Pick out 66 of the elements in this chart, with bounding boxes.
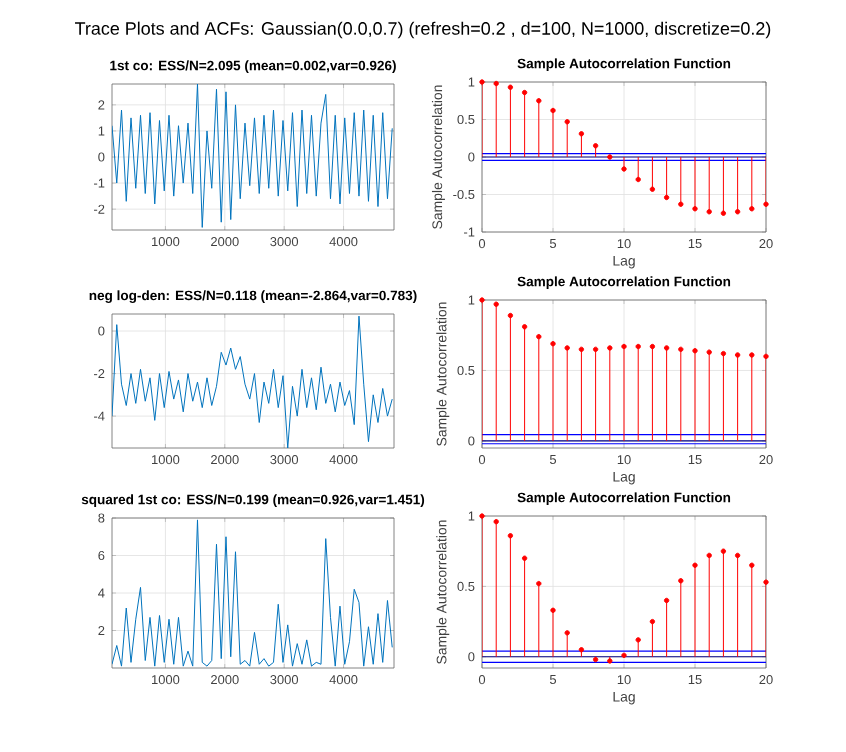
point <box>706 349 712 355</box>
point <box>621 343 627 350</box>
point <box>734 209 741 215</box>
point <box>706 209 712 215</box>
point <box>578 346 585 353</box>
point <box>507 312 514 319</box>
point <box>734 552 741 559</box>
point <box>635 176 641 183</box>
point <box>692 348 698 354</box>
point <box>607 345 613 351</box>
point <box>536 98 542 104</box>
point <box>493 80 499 87</box>
point <box>564 119 570 125</box>
point <box>621 652 627 659</box>
point <box>720 548 727 554</box>
point <box>550 607 556 613</box>
point <box>479 513 485 519</box>
point <box>536 580 542 587</box>
point <box>663 194 670 201</box>
point <box>734 352 741 358</box>
point <box>649 343 656 350</box>
text: Trace Plots and ACFs: Gaussian(0.0,0.7) (refresh=0.2 , d=100, N=1000, discretize=0.2) <box>75 21 771 39</box>
point <box>550 107 556 114</box>
point <box>663 597 670 604</box>
point <box>678 201 684 207</box>
point <box>749 352 755 358</box>
point <box>564 630 570 636</box>
point <box>550 341 556 347</box>
point <box>749 562 755 568</box>
point <box>763 201 769 207</box>
point <box>564 345 570 351</box>
point <box>678 346 684 353</box>
point <box>663 345 670 351</box>
point <box>763 579 769 585</box>
point <box>592 143 599 149</box>
point <box>521 324 528 330</box>
point <box>635 637 641 643</box>
point <box>521 555 528 561</box>
point <box>592 656 599 663</box>
point <box>578 131 585 137</box>
point <box>621 166 627 172</box>
point <box>749 206 755 212</box>
point <box>763 353 769 360</box>
point <box>479 297 485 303</box>
point <box>635 343 641 350</box>
point <box>536 333 542 340</box>
line-series <box>112 519 393 667</box>
point <box>692 206 698 212</box>
point <box>678 578 684 584</box>
point <box>649 618 656 625</box>
point <box>493 518 499 525</box>
point <box>607 154 613 160</box>
point <box>507 533 514 539</box>
point <box>592 346 599 353</box>
point <box>521 89 528 96</box>
point <box>479 79 485 85</box>
point <box>706 552 712 559</box>
point <box>720 350 727 357</box>
point <box>493 301 499 307</box>
line-series <box>112 84 393 228</box>
point <box>720 210 727 216</box>
line-series <box>112 315 393 449</box>
point <box>692 562 698 568</box>
point <box>649 186 656 192</box>
point <box>507 84 514 90</box>
point <box>578 647 585 653</box>
